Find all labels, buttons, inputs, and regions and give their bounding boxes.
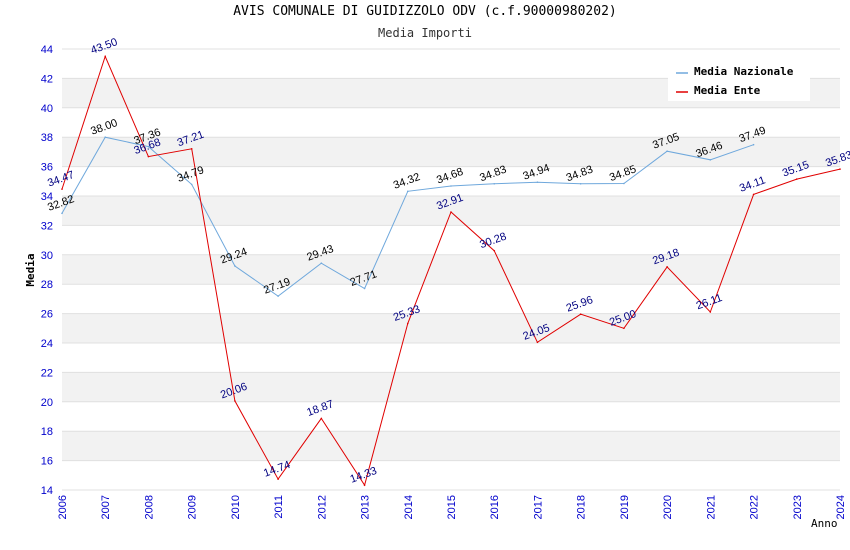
- y-tick-label: 32: [41, 220, 53, 232]
- data-point: [147, 155, 150, 158]
- data-point: [277, 478, 279, 480]
- data-point: [234, 265, 236, 267]
- x-tick-label: 2024: [835, 495, 847, 519]
- data-point: [579, 182, 582, 185]
- x-axis-label: Anno: [811, 517, 838, 530]
- grid-band: [62, 401, 840, 432]
- x-tick-label: 2012: [316, 495, 328, 519]
- x-tick-label: 2013: [360, 495, 372, 519]
- legend: Media Nazionale Media Ente: [668, 60, 810, 101]
- y-tick-label: 42: [41, 73, 53, 85]
- x-tick-label: 2016: [489, 495, 501, 519]
- x-tick-label: 2019: [619, 495, 631, 519]
- data-point: [623, 327, 625, 330]
- x-tick-label: 2010: [230, 495, 242, 519]
- y-tick-label: 16: [41, 456, 53, 468]
- x-tick-label: 2021: [705, 495, 717, 519]
- data-point: [406, 190, 409, 193]
- data-point: [406, 322, 409, 325]
- data-point: [61, 212, 63, 215]
- y-tick-label: 38: [41, 132, 53, 144]
- grid-band: [62, 284, 840, 314]
- y-tick-label: 14: [41, 485, 53, 497]
- data-point: [752, 143, 755, 146]
- data-point: [61, 188, 63, 190]
- grid-band: [62, 254, 840, 285]
- data-point: [579, 313, 582, 315]
- data-point: [709, 311, 712, 313]
- data-point: [493, 249, 496, 252]
- data-point: [450, 185, 452, 187]
- data-point: [666, 266, 668, 268]
- data-point: [536, 341, 539, 344]
- x-tick-label: 2007: [100, 495, 112, 519]
- data-point: [190, 148, 193, 150]
- x-tick-label: 2014: [403, 495, 415, 519]
- x-tick-label: 2015: [446, 495, 458, 519]
- x-axis-ticks: 2006 2007 2008 2009 2010 2011 2012 2013 2014 2015…: [57, 495, 847, 519]
- data-point: [493, 182, 496, 185]
- data-point: [104, 136, 107, 138]
- y-tick-label: 44: [41, 44, 53, 56]
- y-tick-label: 36: [41, 162, 53, 174]
- x-tick-label: 2017: [532, 495, 544, 519]
- series-lines: [61, 54, 841, 487]
- data-point: [147, 145, 150, 148]
- x-tick-label: 2009: [187, 495, 199, 519]
- data-point: [277, 295, 279, 297]
- grid-band: [62, 431, 840, 461]
- y-axis-ticks: 14 16 18 20 22 24 26 28 30 32 34 36 38 40 42 44: [41, 44, 53, 497]
- data-point: [623, 182, 625, 185]
- x-tick-label: 2011: [273, 495, 285, 519]
- chart-title: AVIS COMUNALE DI GUIDIZZOLO ODV (c.f.900…: [233, 4, 617, 19]
- data-point: [450, 211, 452, 213]
- data-point: [363, 484, 366, 486]
- grid-band: [62, 460, 840, 490]
- grid-band: [62, 372, 840, 402]
- grid-band: [62, 196, 840, 226]
- x-tick-label: 2020: [662, 495, 674, 519]
- grid-band: [62, 107, 840, 138]
- y-tick-label: 34: [41, 191, 53, 203]
- grid-band: [62, 343, 840, 373]
- data-point: [363, 287, 366, 290]
- x-tick-label: 2006: [57, 495, 69, 519]
- grid-band: [62, 313, 840, 343]
- y-tick-label: 26: [41, 309, 53, 321]
- chart-subtitle: Media Importi: [378, 26, 472, 40]
- x-tick-label: 2022: [749, 495, 761, 519]
- y-tick-label: 40: [41, 103, 53, 115]
- grid-band: [62, 137, 840, 167]
- data-point: [752, 193, 755, 196]
- x-tick-label: 2018: [576, 495, 588, 519]
- x-tick-label: 2008: [143, 495, 155, 519]
- data-point: [234, 400, 236, 402]
- grid-bands: [62, 48, 840, 491]
- data-point: [709, 159, 712, 161]
- legend-box: [668, 60, 810, 101]
- y-axis-label: Media: [24, 253, 37, 286]
- y-tick-label: 24: [41, 338, 53, 350]
- data-point: [666, 150, 668, 152]
- legend-label-media-ente: Media Ente: [694, 84, 761, 97]
- data-point: [795, 178, 798, 180]
- y-tick-label: 30: [41, 250, 53, 262]
- data-point: [536, 181, 539, 183]
- data-point: [320, 417, 323, 420]
- y-tick-label: 28: [41, 279, 53, 291]
- data-point: [190, 183, 193, 186]
- data-point: [839, 168, 841, 170]
- data-point: [104, 55, 107, 58]
- y-tick-label: 18: [41, 426, 53, 438]
- x-tick-label: 2023: [792, 495, 804, 519]
- grid-band: [62, 166, 840, 196]
- grid-band: [62, 225, 840, 255]
- data-point: [320, 262, 323, 264]
- y-tick-label: 22: [41, 367, 53, 379]
- legend-label-media-nazionale: Media Nazionale: [694, 65, 794, 78]
- y-tick-label: 20: [41, 397, 53, 409]
